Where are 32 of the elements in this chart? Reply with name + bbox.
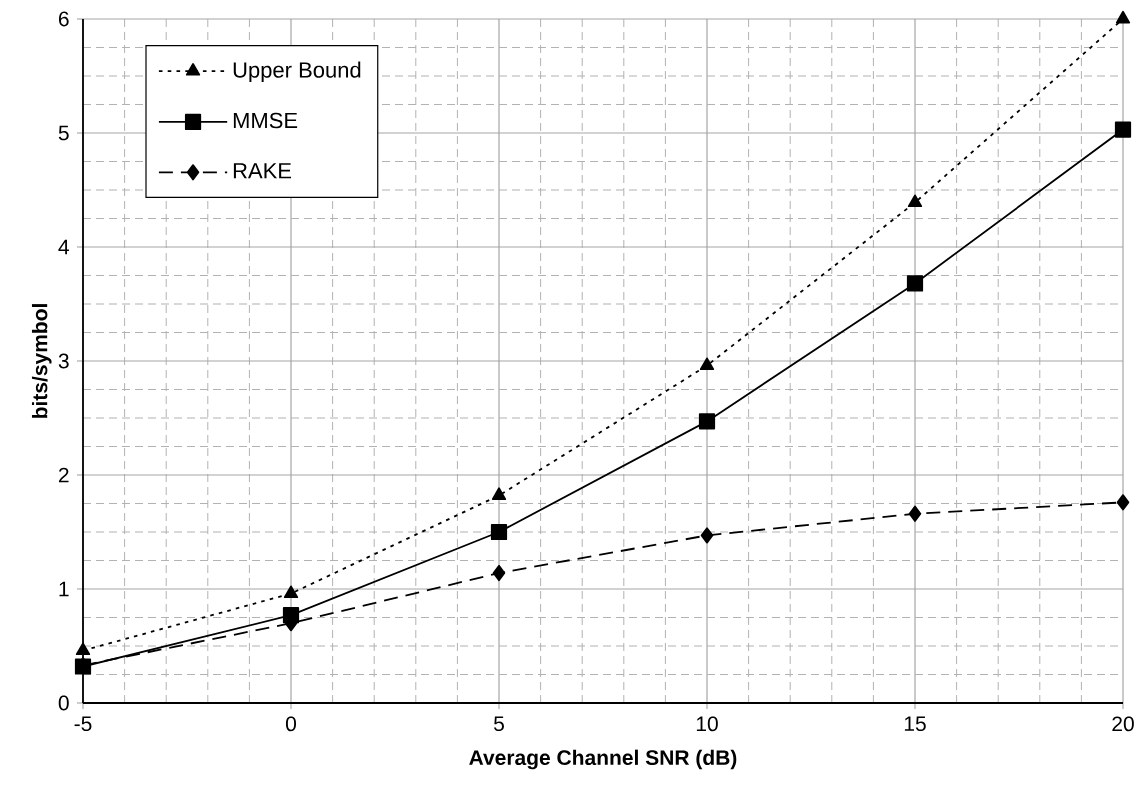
y-tick-label: 6 [58, 11, 69, 27]
y-tick-label: 0 [58, 695, 69, 711]
point [1114, 121, 1132, 138]
y-axis-title: bits/symbol [31, 304, 52, 418]
y-tick-label: 5 [58, 125, 69, 141]
x-tick-label: 10 [696, 716, 718, 732]
point [490, 523, 508, 541]
point [491, 487, 507, 501]
point [1115, 10, 1131, 24]
point [699, 357, 715, 371]
x-tick-label: 20 [1112, 716, 1134, 732]
point [698, 413, 716, 430]
y-tick-label: 3 [58, 353, 69, 369]
legend-label: RAKE [233, 163, 292, 179]
point [492, 564, 506, 582]
y-tick-label: 2 [58, 467, 69, 483]
point [75, 642, 91, 656]
point [700, 527, 714, 544]
point [908, 505, 922, 522]
point [283, 585, 299, 599]
point [1116, 494, 1130, 511]
legend-label: Upper Bound [233, 61, 361, 83]
y-tick-label: 4 [58, 239, 69, 255]
x-tick-label: -5 [74, 716, 92, 732]
x-axis-title: Average Channel SNR (dB) [469, 749, 737, 770]
point [907, 194, 923, 208]
x-tick-label: 15 [904, 716, 926, 732]
x-tick-label: 0 [285, 716, 297, 732]
legend-label: MMSE [233, 112, 298, 129]
x-tick-label: 5 [494, 716, 504, 732]
point [906, 275, 924, 292]
y-tick-label: 1 [59, 581, 69, 597]
